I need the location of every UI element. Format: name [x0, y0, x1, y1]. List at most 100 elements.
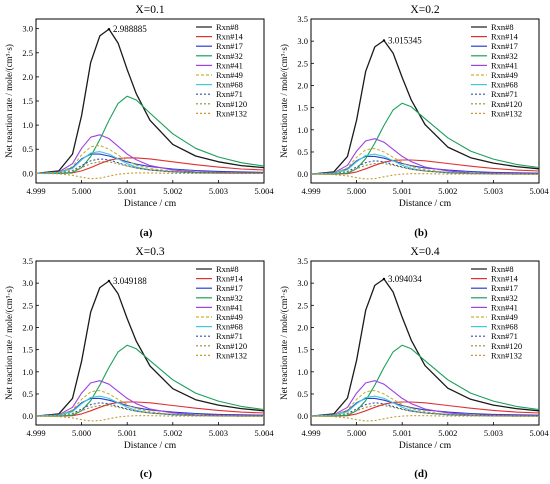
series-line-Rxn120	[311, 162, 539, 175]
x-tick-label: 5.001	[118, 186, 137, 196]
legend-label: Rxn#14	[216, 274, 244, 284]
y-tick-label: 0.5	[22, 389, 33, 399]
series-line-Rxn71	[36, 402, 264, 417]
series-line-Rxn120	[36, 404, 264, 417]
legend-label: Rxn#49	[216, 312, 243, 322]
peak-annotation: 3.015345	[388, 35, 422, 45]
y-tick-label: 2.0	[22, 322, 33, 332]
series-line-Rxn14	[36, 401, 264, 417]
chart-panel-3: X=0.3 0.0 0.5 1.0 1.5 2.0 2.5 3.0 3.5 4.999 5.000 5…	[4, 246, 274, 480]
x-tick-label: 5.000	[72, 428, 91, 438]
series-line-Rxn17	[36, 397, 264, 417]
series-line-Rxn71	[311, 402, 539, 417]
legend-label: Rxn#120	[491, 99, 522, 109]
y-tick-label: 3.0	[297, 278, 308, 288]
series-line-Rxn8	[311, 39, 539, 175]
x-tick-label: 5.003	[209, 186, 228, 196]
series-line-Rxn71	[36, 158, 264, 174]
peak-annotation: 3.094034	[388, 274, 422, 284]
x-axis-label: Distance / cm	[124, 199, 177, 209]
legend-label: Rxn#68	[491, 80, 518, 90]
series-line-Rxn120	[311, 404, 539, 417]
y-tick-label: 2.5	[297, 58, 308, 68]
x-tick-label: 5.000	[72, 186, 91, 196]
legend-label: Rxn#32	[216, 293, 243, 303]
y-tick-label: 2.5	[22, 48, 33, 58]
panel-label: (b)	[414, 227, 428, 239]
x-tick-label: 5.001	[393, 428, 412, 438]
y-axis-label: Net reaction rate / mole/(cm³·s)	[4, 286, 14, 400]
series-line-Rxn32	[36, 344, 264, 417]
legend-label: Rxn#49	[491, 312, 518, 322]
legend-label: Rxn#8	[491, 22, 514, 32]
y-tick-label: 2.0	[297, 80, 308, 90]
chart-title: X=0.2	[410, 4, 439, 16]
peak-marker	[382, 277, 386, 281]
y-tick-label: 3.5	[297, 256, 308, 266]
legend-label: Rxn#41	[216, 60, 243, 70]
legend-label: Rxn#17	[491, 283, 518, 293]
panel-label: (a)	[140, 227, 153, 239]
x-tick-label: 5.002	[163, 186, 182, 196]
plot-frame	[310, 260, 540, 426]
series-line-Rxn8	[36, 280, 264, 417]
x-tick-label: 5.001	[393, 186, 412, 196]
y-axis-label: Net reaction rate / mole/(cm³·s)	[4, 44, 14, 158]
legend-label: Rxn#17	[491, 41, 518, 51]
y-tick-label: 0.5	[22, 144, 33, 154]
x-tick-label: 5.002	[438, 428, 457, 438]
chart-title: X=0.1	[135, 4, 164, 16]
series-line-Rxn132	[36, 172, 264, 180]
y-tick-label: 3.0	[22, 278, 33, 288]
x-axis-label: Distance / cm	[399, 199, 452, 209]
chart-panel-4: X=0.4 0.0 0.5 1.0 1.5 2.0 2.5 3.0 3.5 4.999 5.000 5…	[279, 246, 549, 480]
x-tick-label: 5.004	[254, 428, 274, 438]
series-line-Rxn132	[311, 415, 539, 422]
y-tick-label: 1.5	[22, 96, 33, 106]
series-line-Rxn17	[311, 155, 539, 175]
y-tick-label: 1.5	[22, 345, 33, 355]
series-line-Rxn17	[36, 153, 264, 174]
y-tick-label: 3.0	[297, 36, 308, 46]
legend-label: Rxn#71	[491, 89, 518, 99]
x-axis-label: Distance / cm	[399, 441, 452, 451]
legend-label: Rxn#32	[491, 51, 518, 61]
x-tick-label: 4.999	[301, 428, 320, 438]
y-tick-label: 1.5	[297, 345, 308, 355]
y-tick-label: 0.0	[297, 411, 308, 421]
series-line-Rxn32	[311, 102, 539, 175]
legend-label: Rxn#120	[491, 341, 522, 351]
legend-label: Rxn#120	[216, 99, 247, 109]
legend-label: Rxn#132	[491, 108, 522, 118]
y-tick-label: 1.0	[297, 125, 308, 135]
series-line-Rxn71	[311, 160, 539, 175]
legend-label: Rxn#71	[491, 331, 518, 341]
y-tick-label: 1.0	[297, 367, 308, 377]
peak-annotation: 2.988885	[113, 24, 147, 34]
y-axis-label: Net reaction rate / mole/(cm³·s)	[279, 44, 289, 158]
legend-label: Rxn#17	[216, 283, 243, 293]
series-group	[36, 280, 264, 422]
y-tick-label: 0.5	[297, 389, 308, 399]
peak-marker	[107, 27, 111, 31]
x-axis-label: Distance / cm	[124, 441, 177, 451]
peak-marker	[382, 39, 386, 42]
panel-label: (d)	[414, 468, 428, 480]
legend-label: Rxn#41	[216, 302, 243, 312]
x-tick-label: 5.003	[484, 186, 503, 196]
legend-label: Rxn#32	[216, 51, 243, 61]
legend-label: Rxn#14	[491, 32, 519, 42]
x-tick-label: 5.002	[438, 186, 457, 196]
legend-label: Rxn#14	[491, 274, 519, 284]
y-tick-label: 1.0	[22, 367, 33, 377]
y-tick-label: 2.5	[22, 300, 33, 310]
series-line-Rxn32	[311, 344, 539, 417]
chart-title: X=0.3	[135, 246, 164, 258]
plot-frame	[310, 18, 540, 184]
legend-label: Rxn#49	[216, 70, 243, 80]
legend-label: Rxn#120	[216, 341, 247, 351]
legend-label: Rxn#32	[491, 293, 518, 303]
x-tick-label: 4.999	[26, 186, 45, 196]
series-group	[311, 278, 539, 422]
